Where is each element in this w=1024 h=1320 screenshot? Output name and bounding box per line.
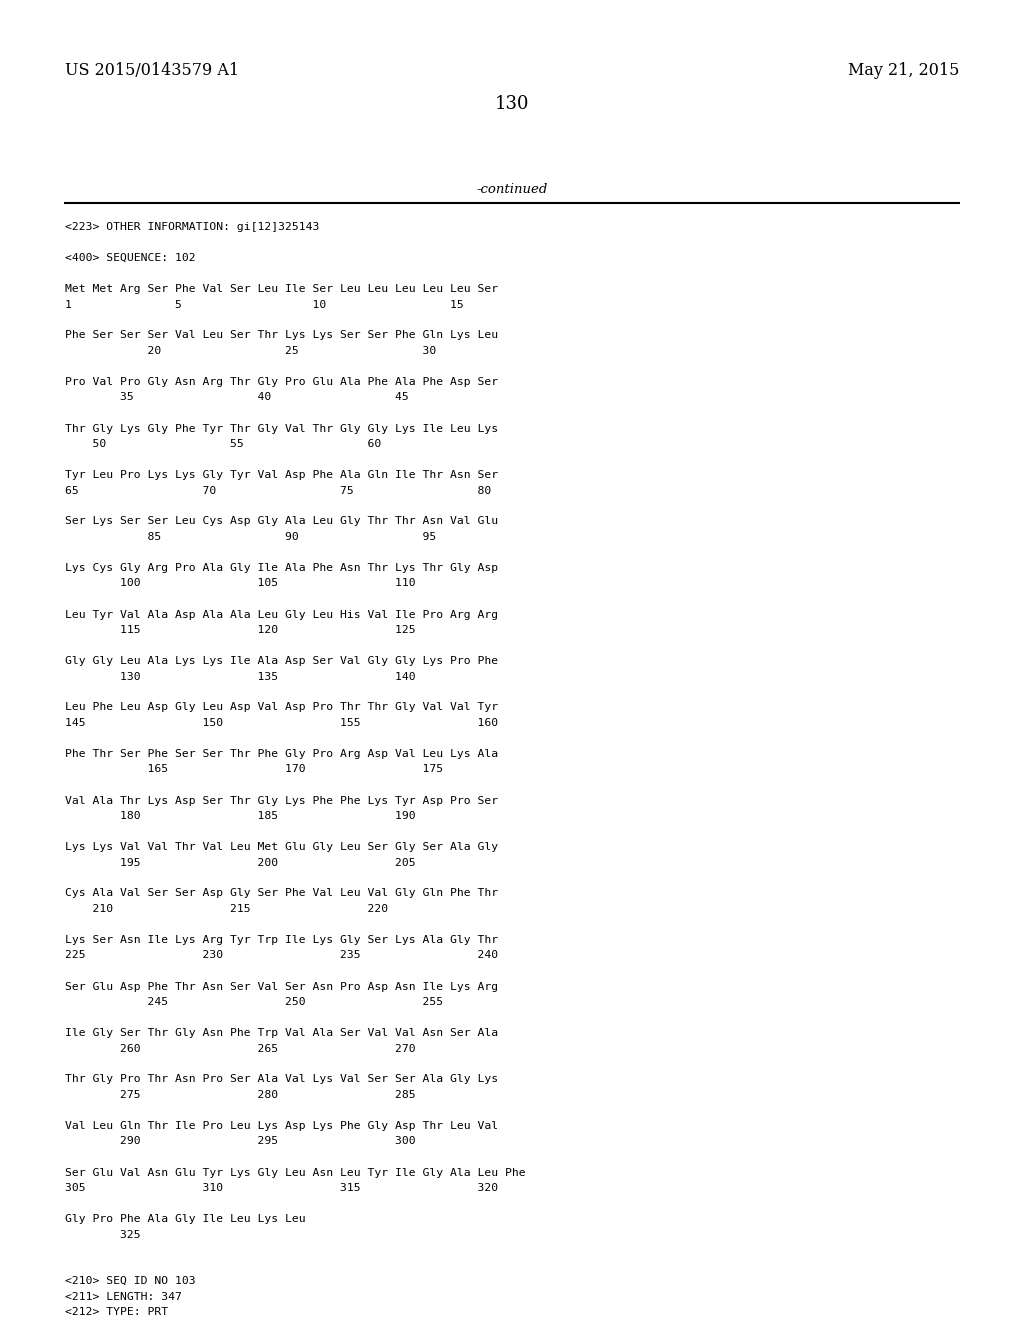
Text: <223> OTHER INFORMATION: gi[12]325143: <223> OTHER INFORMATION: gi[12]325143 xyxy=(65,222,319,232)
Text: 225                 230                 235                 240: 225 230 235 240 xyxy=(65,950,498,961)
Text: 50                  55                  60: 50 55 60 xyxy=(65,440,381,449)
Text: <212> TYPE: PRT: <212> TYPE: PRT xyxy=(65,1307,168,1317)
Text: Lys Ser Asn Ile Lys Arg Tyr Trp Ile Lys Gly Ser Lys Ala Gly Thr: Lys Ser Asn Ile Lys Arg Tyr Trp Ile Lys … xyxy=(65,935,498,945)
Text: 65                  70                  75                  80: 65 70 75 80 xyxy=(65,486,492,495)
Text: 245                 250                 255: 245 250 255 xyxy=(65,997,443,1007)
Text: 325: 325 xyxy=(65,1229,140,1239)
Text: Phe Thr Ser Phe Ser Ser Thr Phe Gly Pro Arg Asp Val Leu Lys Ala: Phe Thr Ser Phe Ser Ser Thr Phe Gly Pro … xyxy=(65,748,498,759)
Text: 180                 185                 190: 180 185 190 xyxy=(65,810,416,821)
Text: 275                 280                 285: 275 280 285 xyxy=(65,1090,416,1100)
Text: 260                 265                 270: 260 265 270 xyxy=(65,1044,416,1053)
Text: Pro Val Pro Gly Asn Arg Thr Gly Pro Glu Ala Phe Ala Phe Asp Ser: Pro Val Pro Gly Asn Arg Thr Gly Pro Glu … xyxy=(65,378,498,387)
Text: 165                 170                 175: 165 170 175 xyxy=(65,764,443,775)
Text: 290                 295                 300: 290 295 300 xyxy=(65,1137,416,1147)
Text: May 21, 2015: May 21, 2015 xyxy=(848,62,959,79)
Text: 210                 215                 220: 210 215 220 xyxy=(65,904,388,913)
Text: US 2015/0143579 A1: US 2015/0143579 A1 xyxy=(65,62,240,79)
Text: Met Met Arg Ser Phe Val Ser Leu Ile Ser Leu Leu Leu Leu Leu Ser: Met Met Arg Ser Phe Val Ser Leu Ile Ser … xyxy=(65,284,498,294)
Text: -continued: -continued xyxy=(476,183,548,195)
Text: Val Ala Thr Lys Asp Ser Thr Gly Lys Phe Phe Lys Tyr Asp Pro Ser: Val Ala Thr Lys Asp Ser Thr Gly Lys Phe … xyxy=(65,796,498,805)
Text: 20                  25                  30: 20 25 30 xyxy=(65,346,436,356)
Text: Ser Glu Val Asn Glu Tyr Lys Gly Leu Asn Leu Tyr Ile Gly Ala Leu Phe: Ser Glu Val Asn Glu Tyr Lys Gly Leu Asn … xyxy=(65,1167,525,1177)
Text: 35                  40                  45: 35 40 45 xyxy=(65,392,409,403)
Text: Ile Gly Ser Thr Gly Asn Phe Trp Val Ala Ser Val Val Asn Ser Ala: Ile Gly Ser Thr Gly Asn Phe Trp Val Ala … xyxy=(65,1028,498,1038)
Text: <211> LENGTH: 347: <211> LENGTH: 347 xyxy=(65,1291,182,1302)
Text: 305                 310                 315                 320: 305 310 315 320 xyxy=(65,1183,498,1193)
Text: Ser Lys Ser Ser Leu Cys Asp Gly Ala Leu Gly Thr Thr Asn Val Glu: Ser Lys Ser Ser Leu Cys Asp Gly Ala Leu … xyxy=(65,516,498,527)
Text: Leu Tyr Val Ala Asp Ala Ala Leu Gly Leu His Val Ile Pro Arg Arg: Leu Tyr Val Ala Asp Ala Ala Leu Gly Leu … xyxy=(65,610,498,619)
Text: Thr Gly Pro Thr Asn Pro Ser Ala Val Lys Val Ser Ser Ala Gly Lys: Thr Gly Pro Thr Asn Pro Ser Ala Val Lys … xyxy=(65,1074,498,1085)
Text: 145                 150                 155                 160: 145 150 155 160 xyxy=(65,718,498,729)
Text: <210> SEQ ID NO 103: <210> SEQ ID NO 103 xyxy=(65,1276,196,1286)
Text: Lys Lys Val Val Thr Val Leu Met Glu Gly Leu Ser Gly Ser Ala Gly: Lys Lys Val Val Thr Val Leu Met Glu Gly … xyxy=(65,842,498,851)
Text: 130: 130 xyxy=(495,95,529,114)
Text: Leu Phe Leu Asp Gly Leu Asp Val Asp Pro Thr Thr Gly Val Val Tyr: Leu Phe Leu Asp Gly Leu Asp Val Asp Pro … xyxy=(65,702,498,713)
Text: Gly Pro Phe Ala Gly Ile Leu Lys Leu: Gly Pro Phe Ala Gly Ile Leu Lys Leu xyxy=(65,1214,305,1224)
Text: Gly Gly Leu Ala Lys Lys Ile Ala Asp Ser Val Gly Gly Lys Pro Phe: Gly Gly Leu Ala Lys Lys Ile Ala Asp Ser … xyxy=(65,656,498,667)
Text: 195                 200                 205: 195 200 205 xyxy=(65,858,416,867)
Text: Ser Glu Asp Phe Thr Asn Ser Val Ser Asn Pro Asp Asn Ile Lys Arg: Ser Glu Asp Phe Thr Asn Ser Val Ser Asn … xyxy=(65,982,498,991)
Text: Thr Gly Lys Gly Phe Tyr Thr Gly Val Thr Gly Gly Lys Ile Leu Lys: Thr Gly Lys Gly Phe Tyr Thr Gly Val Thr … xyxy=(65,424,498,433)
Text: 115                 120                 125: 115 120 125 xyxy=(65,624,416,635)
Text: Tyr Leu Pro Lys Lys Gly Tyr Val Asp Phe Ala Gln Ile Thr Asn Ser: Tyr Leu Pro Lys Lys Gly Tyr Val Asp Phe … xyxy=(65,470,498,480)
Text: 85                  90                  95: 85 90 95 xyxy=(65,532,436,543)
Text: Phe Ser Ser Ser Val Leu Ser Thr Lys Lys Ser Ser Phe Gln Lys Leu: Phe Ser Ser Ser Val Leu Ser Thr Lys Lys … xyxy=(65,330,498,341)
Text: 1               5                   10                  15: 1 5 10 15 xyxy=(65,300,464,309)
Text: 130                 135                 140: 130 135 140 xyxy=(65,672,416,681)
Text: Cys Ala Val Ser Ser Asp Gly Ser Phe Val Leu Val Gly Gln Phe Thr: Cys Ala Val Ser Ser Asp Gly Ser Phe Val … xyxy=(65,888,498,899)
Text: Lys Cys Gly Arg Pro Ala Gly Ile Ala Phe Asn Thr Lys Thr Gly Asp: Lys Cys Gly Arg Pro Ala Gly Ile Ala Phe … xyxy=(65,564,498,573)
Text: 100                 105                 110: 100 105 110 xyxy=(65,578,416,589)
Text: <400> SEQUENCE: 102: <400> SEQUENCE: 102 xyxy=(65,253,196,263)
Text: Val Leu Gln Thr Ile Pro Leu Lys Asp Lys Phe Gly Asp Thr Leu Val: Val Leu Gln Thr Ile Pro Leu Lys Asp Lys … xyxy=(65,1121,498,1131)
